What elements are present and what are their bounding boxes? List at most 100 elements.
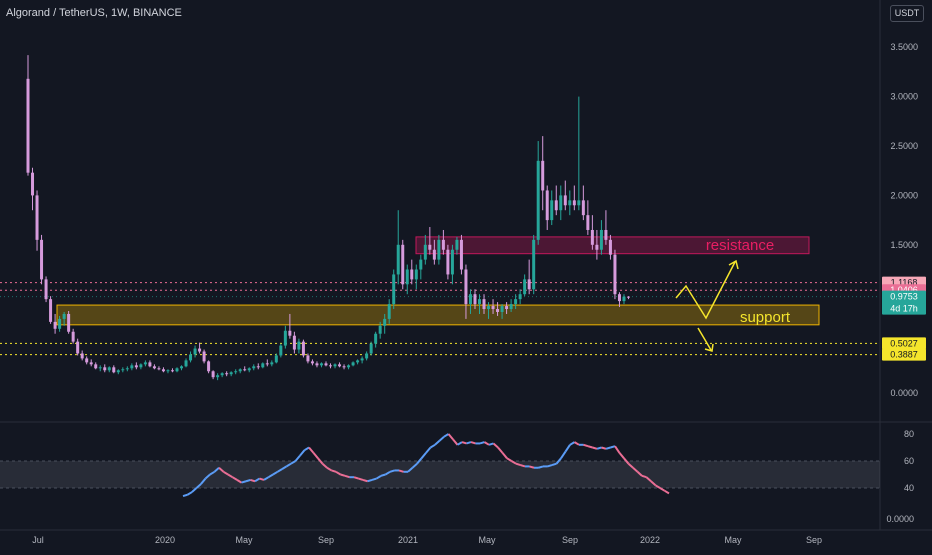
support-zone [56,304,820,326]
rsi-segment [204,473,211,480]
candle-body [626,296,630,298]
rsi-segment [236,479,243,484]
rsi-segment [331,469,337,473]
rsi-segment [209,470,216,476]
candle-body [139,364,143,368]
candle-body [500,306,504,312]
rsi-segment [250,478,256,483]
rsi-segment [497,446,504,454]
rsi-segment [231,476,238,481]
candle-body [604,229,608,240]
rsi-segment [416,457,423,465]
candle-body [563,195,567,206]
candle-body [193,348,197,355]
rsi-segment [627,462,634,469]
candle-body [238,369,242,372]
candle-body [432,249,436,260]
candle-body [49,299,53,322]
candle-body [31,172,35,196]
candle-body [274,355,278,363]
rsi-segment [520,464,526,468]
rsi-segment [483,441,490,446]
candle-body [270,362,274,365]
price-tag-countdown: 4d 17h [890,304,918,314]
rsi-segment [308,446,315,454]
candle-body [613,254,617,295]
candle-body [523,279,527,295]
rsi-segment [560,450,567,459]
candle-body [338,364,342,367]
candle-body [482,299,486,310]
price-tag-value: 0.5027 [890,338,918,348]
price-tick-label: 3.0000 [890,92,918,102]
rsi-segment [321,462,328,469]
candle-body [116,370,120,373]
candle-body [279,345,283,356]
candle-body [184,360,188,367]
rsi-segment [456,441,463,446]
candle-body [292,335,296,350]
rsi-segment [601,446,607,450]
candle-body [44,279,48,300]
rsi-segment [317,457,324,465]
candle-body [324,363,328,366]
candle-body [80,353,84,359]
rsi-segment [434,440,441,446]
price-tick-label: 0.0000 [890,388,918,398]
candle-body [437,239,441,260]
candle-body [216,375,220,378]
time-tick-label: 2022 [640,535,660,545]
projection-path-up [675,261,736,320]
price-tag: 0.9753 4d 17h [882,290,926,315]
rsi-segment [272,470,279,476]
candle-body [76,341,80,354]
rsi-segment [645,476,652,482]
candle-body [356,360,360,363]
candle-body [152,366,156,369]
candle-body [468,294,472,305]
price-tag-bg [882,290,926,315]
candle-body [40,239,44,280]
time-tick-label: Jul [32,535,44,545]
rsi-segment [213,467,220,473]
candle-body [514,299,518,305]
candle-body [428,244,432,250]
candle-body [572,200,576,206]
candle-body [161,369,165,372]
candle-body [98,367,102,369]
candle-body [62,313,66,319]
candle-body [509,304,513,310]
candle-body [586,215,590,230]
rsi-segment [299,449,306,457]
rsi-segment [227,473,234,479]
rsi-segment [267,473,274,479]
rsi-segment [443,433,450,438]
rsi-segment [263,476,270,481]
candle-body [283,330,287,346]
arrow-head-down [704,343,714,352]
time-tick-label: May [724,535,742,545]
candle-body [590,229,594,245]
candle-body [608,239,612,255]
candle-body [207,361,211,372]
rsi-band [0,461,880,488]
rsi-segment [551,462,557,467]
rsi-segment [335,470,342,476]
candle-body [112,367,116,373]
rsi-segment [641,474,647,479]
currency-badge[interactable]: USDT [890,5,924,22]
candle-body [464,269,468,305]
candle-body [243,369,247,371]
candle-body [329,365,333,367]
candle-body [342,366,346,368]
candle-body [103,367,107,371]
candle-body [405,269,409,285]
candle-body [491,306,495,310]
rsi-segment [191,487,198,493]
candle-body [35,195,39,240]
rsi-segment [654,484,661,489]
price-tag: 0.3887 [882,348,926,361]
rsi-segment [659,487,666,492]
